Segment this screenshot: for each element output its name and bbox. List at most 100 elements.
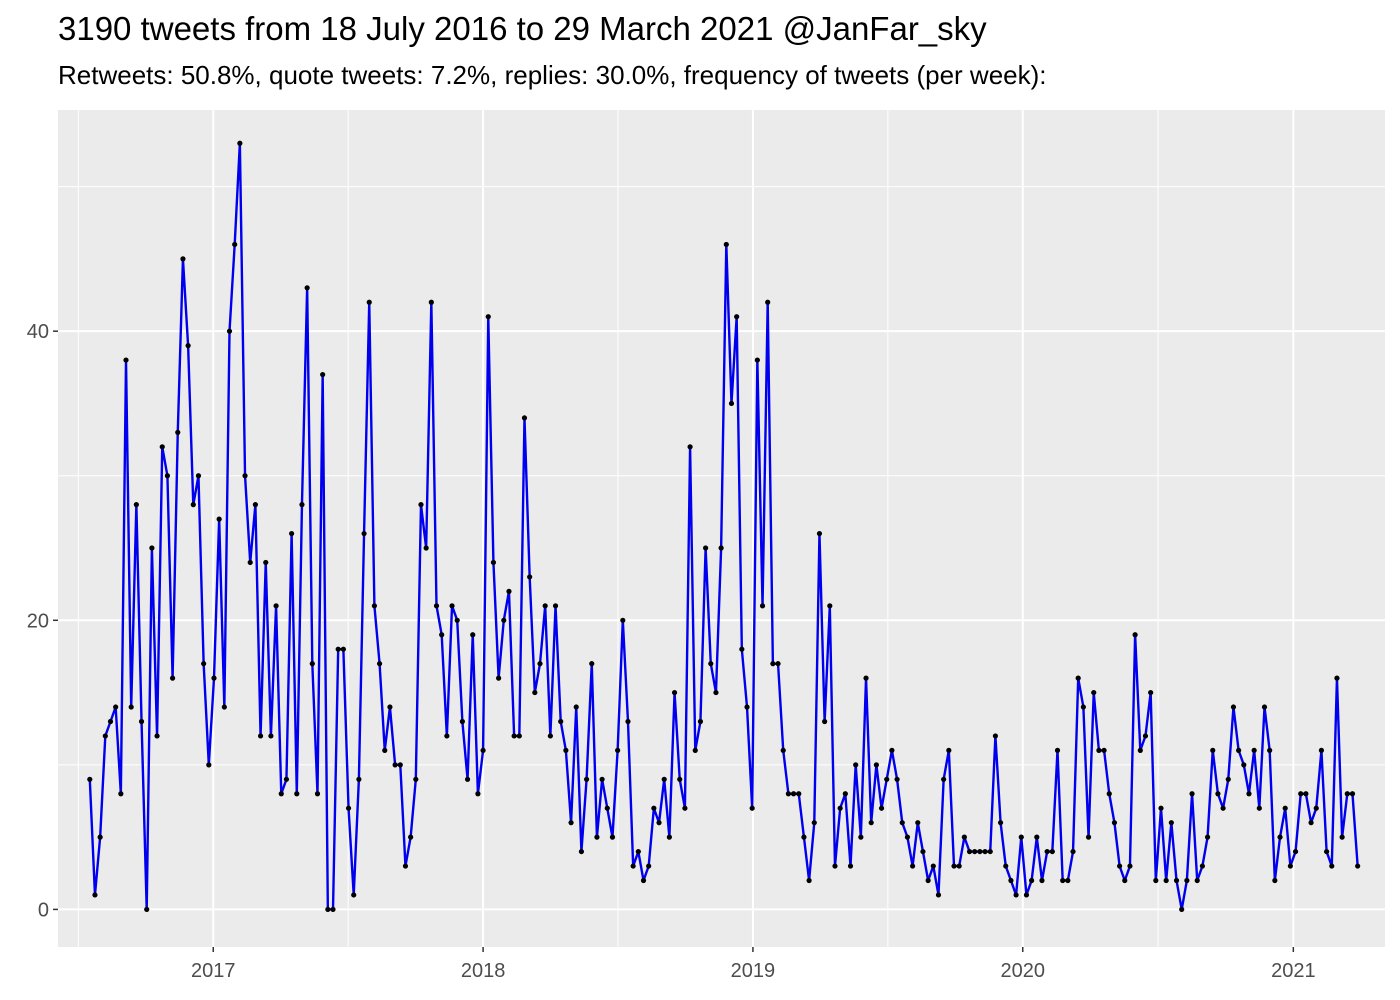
data-point [325,906,331,913]
data-point [904,834,911,840]
data-point [734,314,740,320]
data-point [749,805,755,811]
data-point [578,848,585,855]
data-point [609,834,616,840]
data-point [97,834,103,840]
data-point [1272,877,1278,884]
data-point [992,733,999,739]
data-point [439,632,445,638]
data-point [1080,704,1086,710]
data-point [278,791,284,797]
data-point [496,675,502,681]
data-point [671,689,678,696]
data-point [1163,877,1169,884]
data-point [107,718,114,725]
data-point [428,299,434,305]
data-point [221,704,227,710]
data-point [1132,632,1138,638]
data-point [718,545,724,551]
y-tick-label: 40 [27,321,49,343]
data-point [1308,820,1314,826]
data-point [1256,805,1262,811]
data-point [920,848,926,855]
data-point [149,545,155,551]
data-point [345,805,352,811]
data-point [1111,820,1118,826]
series-layer [88,142,1359,911]
data-point [397,762,403,768]
axis-ticks [53,330,1295,952]
data-point [257,733,264,739]
data-point [780,747,786,754]
data-point [237,140,243,146]
data-point [1060,877,1066,884]
data-point [87,776,93,782]
data-point [868,820,874,826]
data-point [1091,689,1097,696]
data-point [697,718,704,725]
data-point [1313,805,1319,811]
data-point [1034,834,1040,840]
data-point [1039,877,1045,884]
data-point [164,473,171,479]
chart-subtitle: Retweets: 50.8%, quote tweets: 7.2%, rep… [58,60,1047,90]
data-point [1204,834,1211,840]
data-point [558,718,564,725]
data-point [1148,689,1154,696]
data-point [935,892,942,898]
data-point [728,400,735,407]
data-point [837,805,843,811]
points-layer [87,140,1361,913]
data-point [801,834,807,840]
data-point [252,502,258,508]
data-point [320,371,326,378]
data-point [423,545,429,551]
data-point [361,530,367,537]
data-point [413,776,419,782]
data-point [703,545,709,551]
data-point [1355,863,1361,869]
data-point [646,863,652,869]
data-point [133,502,139,508]
data-point [1215,791,1221,797]
data-point [542,603,548,609]
data-point [946,747,952,754]
data-point [1117,863,1123,869]
data-point [532,689,538,696]
data-point [1023,892,1030,898]
x-tick-label: 2018 [461,960,506,982]
data-point [884,776,890,782]
data-point [1287,863,1293,869]
data-point [589,661,595,667]
x-tick-label: 2021 [1271,960,1316,982]
data-point [982,848,988,855]
data-point [501,617,507,623]
data-point [273,603,279,609]
data-point [713,689,719,696]
data-point [878,805,885,811]
data-point [113,704,119,710]
data-point [583,776,590,782]
data-point [154,733,160,739]
data-point [232,241,238,248]
data-point [790,791,797,797]
data-point [941,776,947,782]
data-point [1153,877,1159,884]
data-point [185,343,191,349]
data-point [759,603,766,609]
data-point [485,314,491,320]
data-point [1184,877,1190,884]
data-point [408,834,414,840]
data-point [175,429,181,435]
data-point [961,834,967,840]
data-point [475,791,481,797]
data-point [1029,877,1035,884]
data-point [247,559,253,566]
data-point [118,791,124,797]
data-point [925,877,931,884]
data-point [1282,805,1288,811]
data-point [604,805,610,811]
data-point [568,820,574,826]
data-point [1122,877,1128,884]
data-point [635,848,641,855]
